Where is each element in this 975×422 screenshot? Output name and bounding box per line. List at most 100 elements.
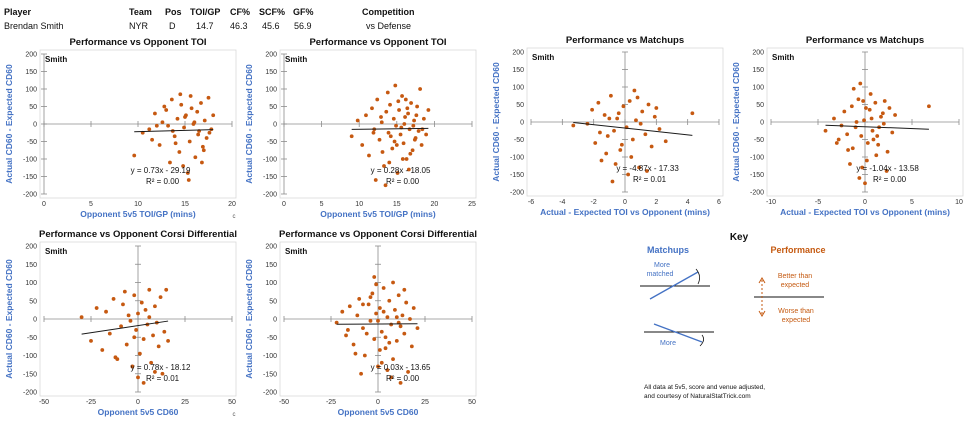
data-point	[868, 92, 873, 96]
y-tick-label: 200	[265, 244, 277, 251]
chart-title: Performance vs Opponent TOI	[69, 37, 206, 48]
y-tick-label: -150	[510, 172, 524, 179]
header-team-label: Team	[129, 7, 152, 17]
y-tick-label: 50	[756, 102, 764, 109]
chart-corsi-1: Performance vs Opponent Corsi Differenti…	[0, 224, 240, 420]
data-point	[645, 169, 649, 173]
data-point	[386, 130, 391, 135]
data-point	[153, 111, 157, 116]
x-tick-label: 50	[468, 399, 476, 406]
x-tick-label: 5	[320, 201, 324, 208]
trend-r-squared: R² = 0.00	[146, 177, 180, 186]
x-tick-label: 4	[686, 199, 690, 206]
data-point	[376, 364, 380, 369]
data-point	[411, 306, 416, 310]
chart-corsi-2: Performance vs Opponent Corsi Differenti…	[240, 224, 480, 420]
plot-area-border	[39, 241, 237, 397]
x-tick-label: -6	[528, 199, 534, 206]
x-tick-label: 10	[134, 201, 142, 208]
data-point	[879, 114, 883, 119]
data-point	[141, 337, 146, 341]
chart-svg: Performance vs MatchupsSmith-200-150-100…	[731, 35, 964, 217]
y-axis-title: Actual CD60 - Expected CD60	[4, 64, 14, 184]
data-point	[626, 172, 631, 177]
data-point	[371, 130, 376, 135]
plot-area-border	[766, 47, 964, 197]
data-point	[424, 132, 429, 137]
data-point	[206, 95, 211, 100]
y-tick-label: 50	[516, 102, 524, 109]
x-tick-label: 50	[228, 399, 236, 406]
y-tick-label: 200	[25, 52, 37, 59]
data-point	[412, 118, 416, 123]
data-point	[850, 146, 855, 151]
data-point	[842, 109, 847, 114]
y-tick-label: -200	[750, 190, 764, 197]
data-point	[156, 344, 161, 349]
y-tick-label: 100	[512, 85, 524, 92]
data-point	[403, 115, 407, 119]
y-tick-label: -100	[263, 157, 277, 164]
y-tick-label: 200	[752, 50, 764, 57]
chart-title: Performance vs Matchups	[806, 35, 924, 46]
x-axis-title: Actual - Expected TOI vs Opponent (mins)	[780, 207, 950, 217]
data-point	[406, 370, 410, 374]
data-point	[379, 120, 384, 125]
data-point	[415, 326, 420, 331]
data-point	[147, 127, 152, 132]
x-tick-label: 20	[431, 201, 439, 208]
data-point	[134, 328, 139, 332]
header-cf-value: 46.3	[230, 21, 248, 31]
data-point	[359, 371, 363, 376]
y-tick-label: 50	[269, 104, 277, 111]
data-point	[605, 134, 610, 138]
header-team-value: NYR	[129, 21, 149, 31]
trend-equation: y = -4.87x - 17.33	[616, 164, 679, 173]
data-point	[382, 164, 386, 168]
data-point	[865, 141, 870, 145]
x-tick-label: 6	[717, 199, 721, 206]
data-point	[355, 118, 360, 123]
data-point	[166, 339, 170, 343]
data-point	[856, 97, 861, 102]
data-point	[875, 134, 880, 138]
data-point	[400, 94, 404, 98]
data-point	[367, 153, 371, 158]
y-axis-title: Actual CD60 - Expected CD60	[244, 64, 254, 184]
data-point	[391, 357, 395, 362]
data-point	[657, 127, 662, 131]
data-point	[113, 355, 118, 360]
data-point	[385, 315, 390, 320]
data-point	[136, 375, 140, 380]
data-point	[199, 101, 203, 105]
data-point	[347, 304, 352, 309]
y-tick-label: 0	[33, 317, 37, 324]
data-point	[859, 134, 864, 138]
data-point	[394, 143, 399, 147]
data-point	[393, 83, 398, 88]
x-tick-label: 25	[421, 399, 429, 406]
data-point	[349, 134, 354, 139]
data-point	[654, 106, 659, 110]
data-point	[400, 313, 405, 318]
data-point	[187, 139, 192, 144]
data-point	[612, 128, 616, 133]
y-tick-label: -50	[754, 137, 764, 144]
data-point	[107, 331, 112, 336]
data-point	[201, 148, 206, 153]
data-point	[613, 162, 618, 166]
y-tick-label: 100	[265, 280, 277, 287]
header-competition-value: vs Defense	[366, 21, 412, 31]
data-point	[632, 88, 637, 93]
y-tick-label: -100	[263, 353, 277, 360]
header-toi-label: TOI/GP	[190, 7, 221, 17]
data-point	[137, 351, 142, 356]
data-point	[392, 139, 397, 144]
data-point	[403, 97, 408, 102]
data-point	[166, 123, 170, 128]
data-point	[372, 275, 377, 279]
data-point	[360, 143, 365, 147]
y-tick-label: -100	[750, 155, 764, 162]
data-point	[132, 335, 137, 340]
